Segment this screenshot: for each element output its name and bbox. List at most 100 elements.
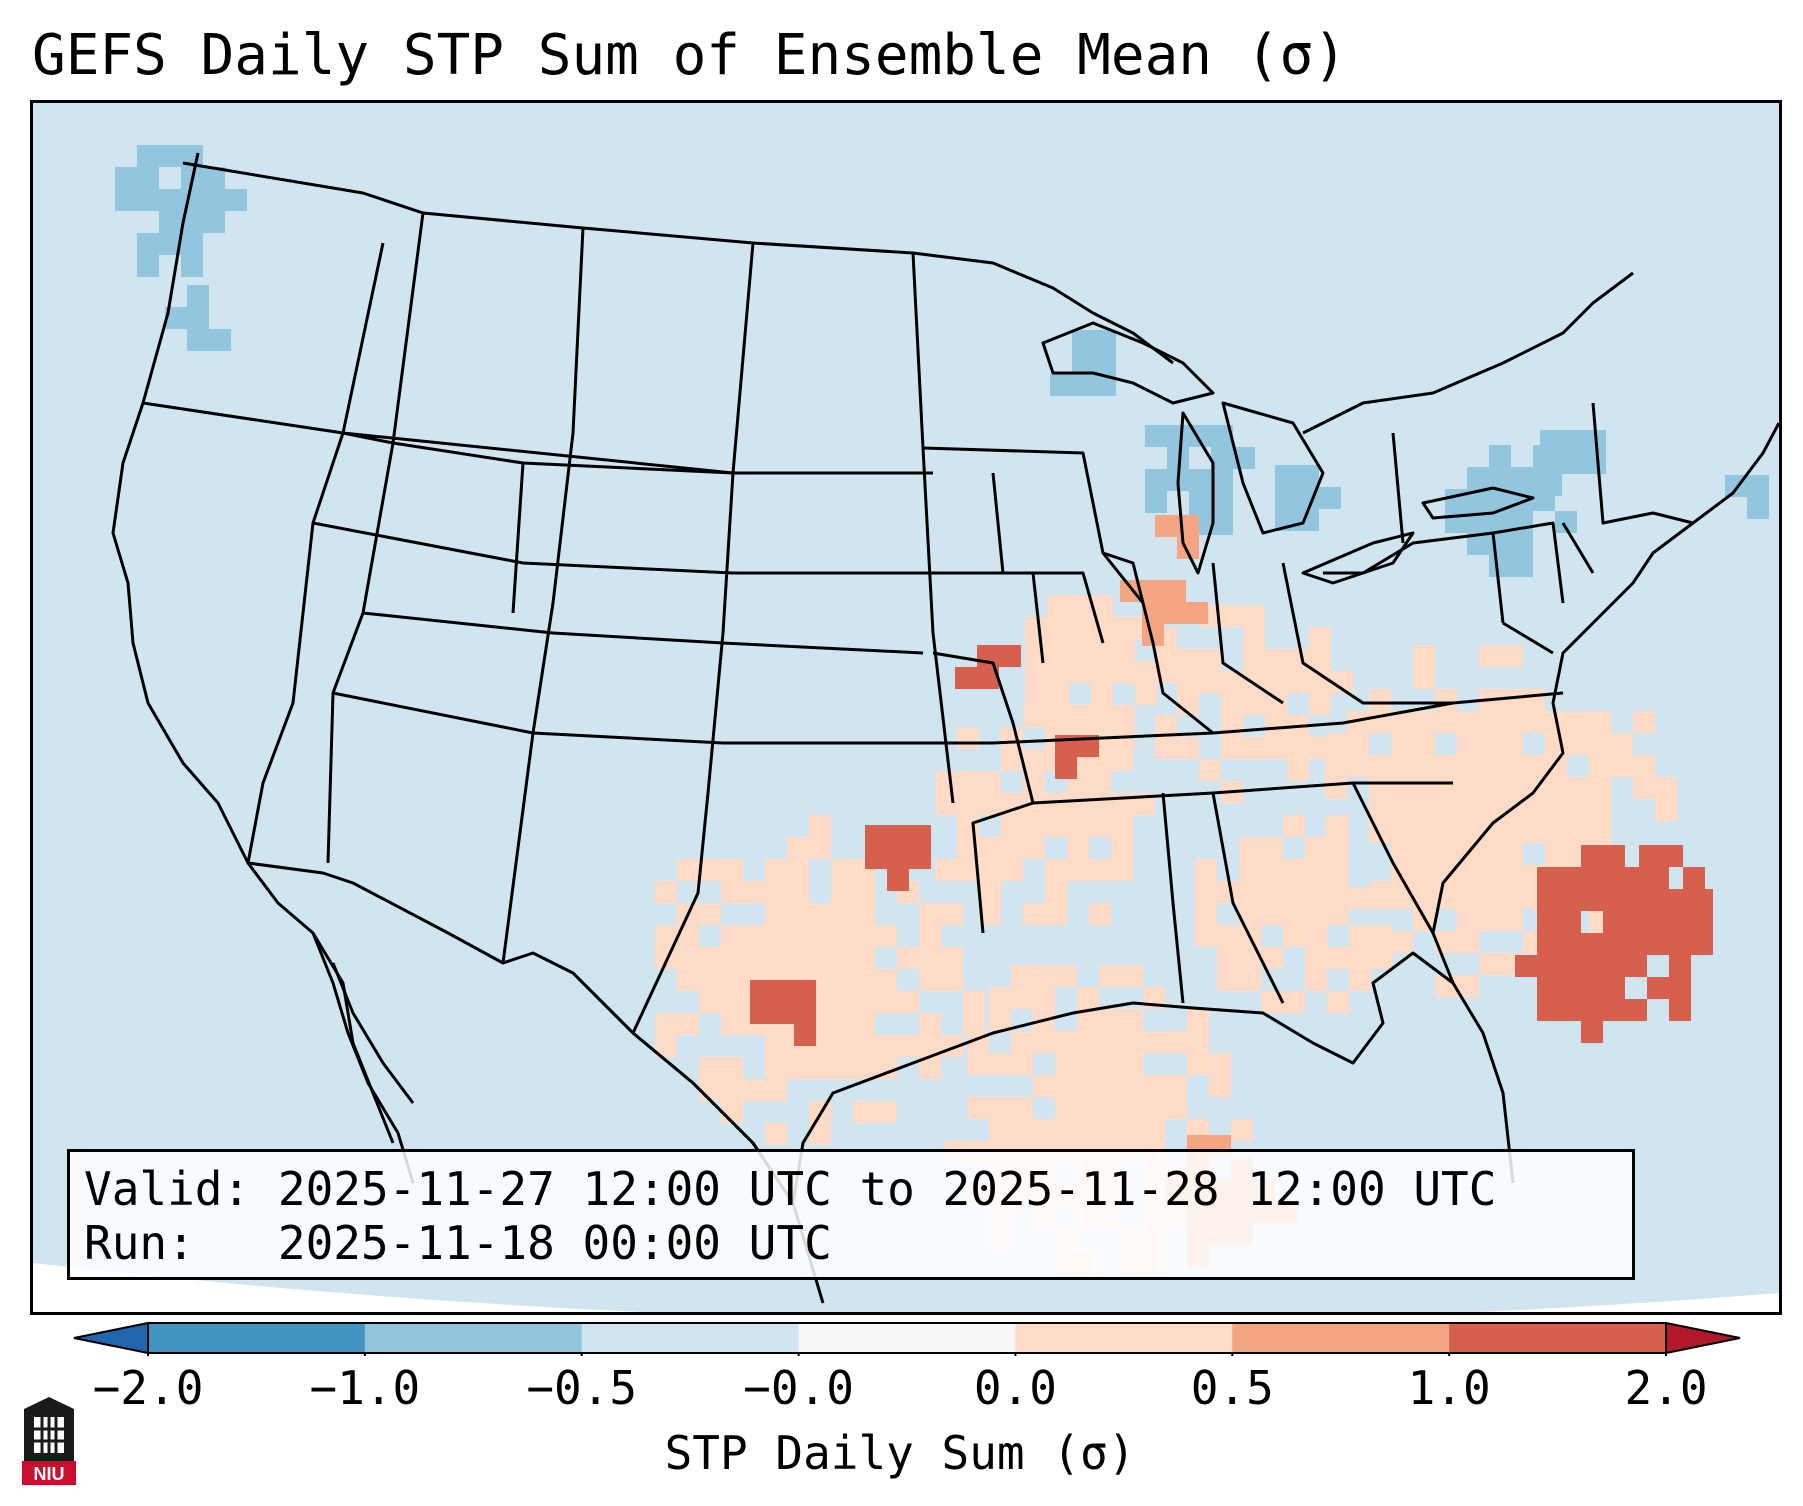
- anomaly-cell: [875, 1101, 897, 1123]
- anomaly-cell: [1287, 671, 1309, 693]
- anomaly-cell: [1625, 955, 1647, 977]
- anomaly-cell: [115, 189, 137, 211]
- anomaly-cell: [1187, 1009, 1209, 1031]
- anomaly-cell: [1633, 777, 1655, 799]
- anomaly-cell: [1467, 467, 1489, 489]
- anomaly-cell: [1655, 777, 1677, 799]
- anomaly-cell: [1283, 991, 1305, 1013]
- anomaly-cell: [875, 969, 897, 991]
- anomaly-cell: [1189, 491, 1211, 513]
- colorbar-bin: [1232, 1323, 1450, 1353]
- anomaly-cell: [1077, 735, 1099, 757]
- anomaly-cell: [1243, 649, 1265, 671]
- anomaly-cell: [1045, 859, 1067, 881]
- anomaly-cell: [1562, 452, 1584, 474]
- anomaly-cell: [1349, 969, 1371, 991]
- anomaly-cell: [853, 991, 875, 1013]
- anomaly-cell: [963, 991, 985, 1013]
- anomaly-cell: [1145, 491, 1167, 513]
- anomaly-cell: [1479, 953, 1501, 975]
- anomaly-cell: [1067, 837, 1089, 859]
- anomaly-cell: [1143, 1097, 1165, 1119]
- anomaly-cell: [1347, 887, 1369, 909]
- anomaly-cell: [1283, 859, 1305, 881]
- anomaly-cell: [1011, 1053, 1033, 1075]
- anomaly-cell: [1603, 999, 1625, 1021]
- anomaly-cell: [1691, 933, 1713, 955]
- anomaly-cell: [1143, 1075, 1165, 1097]
- anomaly-cell: [1195, 859, 1217, 881]
- anomaly-cell: [1047, 705, 1069, 727]
- anomaly-cell: [1099, 1075, 1121, 1097]
- anomaly-cell: [1479, 777, 1501, 799]
- anomaly-cell: [1633, 755, 1655, 777]
- anomaly-cell: [1391, 843, 1413, 865]
- anomaly-cell: [1327, 815, 1349, 837]
- anomaly-cell: [794, 1024, 816, 1046]
- anomaly-cell: [1099, 1031, 1121, 1053]
- anomaly-cell: [1199, 759, 1221, 781]
- anomaly-cell: [831, 859, 853, 881]
- anomaly-cell: [1047, 661, 1069, 683]
- anomaly-cell: [1261, 837, 1283, 859]
- anomaly-cell: [1077, 1119, 1099, 1141]
- anomaly-cell: [721, 1101, 743, 1123]
- anomaly-cell: [1595, 845, 1617, 867]
- anomaly-cell: [1413, 645, 1435, 667]
- anomaly-cell: [1055, 1097, 1077, 1119]
- anomaly-cell: [1283, 815, 1305, 837]
- anomaly-cell: [1217, 881, 1239, 903]
- anomaly-cell: [967, 1097, 989, 1119]
- anomaly-cell: [1413, 821, 1435, 843]
- anomaly-cell: [909, 825, 931, 847]
- anomaly-cell: [1099, 965, 1121, 987]
- anomaly-cell: [1617, 867, 1639, 889]
- anomaly-cell: [1589, 821, 1611, 843]
- anomaly-cell: [225, 189, 247, 211]
- anomaly-cell: [1135, 683, 1157, 705]
- anomaly-cell: [1683, 867, 1705, 889]
- anomaly-cell: [1155, 715, 1177, 737]
- anomaly-cell: [1055, 1031, 1077, 1053]
- anomaly-cell: [1113, 639, 1135, 661]
- anomaly-cell: [1177, 671, 1199, 693]
- anomaly-cell: [1567, 777, 1589, 799]
- anomaly-cell: [765, 903, 787, 925]
- anomaly-cell: [1501, 821, 1523, 843]
- anomaly-cell: [677, 859, 699, 881]
- anomaly-cell: [181, 255, 203, 277]
- anomaly-cell: [1479, 799, 1501, 821]
- anomaly-cell: [1211, 491, 1233, 513]
- anomaly-cell: [1261, 903, 1283, 925]
- anomaly-cell: [1391, 931, 1413, 953]
- anomaly-cell: [1217, 925, 1239, 947]
- anomaly-cell: [1501, 865, 1523, 887]
- anomaly-cell: [655, 1013, 677, 1035]
- anomaly-cell: [1047, 617, 1069, 639]
- anomaly-cell: [1121, 965, 1143, 987]
- colorbar-extend-high: [1665, 1321, 1741, 1355]
- anomaly-cell: [1177, 737, 1199, 759]
- anomaly-cell: [809, 815, 831, 837]
- anomaly-cell: [875, 1057, 897, 1079]
- anomaly-cell: [1501, 887, 1523, 909]
- anomaly-cell: [1297, 465, 1319, 487]
- anomaly-cell: [1221, 737, 1243, 759]
- lake-huron: [1221, 401, 1325, 535]
- anomaly-cell: [721, 991, 743, 1013]
- anomaly-cell: [1325, 755, 1347, 777]
- colorbar-tick-label: −0.0: [743, 1361, 854, 1415]
- anomaly-cell: [1094, 330, 1116, 352]
- anomaly-cell: [935, 771, 957, 793]
- anomaly-cell: [1537, 867, 1559, 889]
- anomaly-cell: [1639, 867, 1661, 889]
- anomaly-cell: [957, 771, 979, 793]
- anomaly-cell: [772, 1002, 794, 1024]
- anomaly-cell: [957, 815, 979, 837]
- anomaly-cell: [887, 847, 909, 869]
- anomaly-cell: [897, 947, 919, 969]
- anomaly-cell: [1055, 1119, 1077, 1141]
- anomaly-cell: [765, 859, 787, 881]
- anomaly-cell: [853, 1013, 875, 1035]
- anomaly-cell: [1639, 845, 1661, 867]
